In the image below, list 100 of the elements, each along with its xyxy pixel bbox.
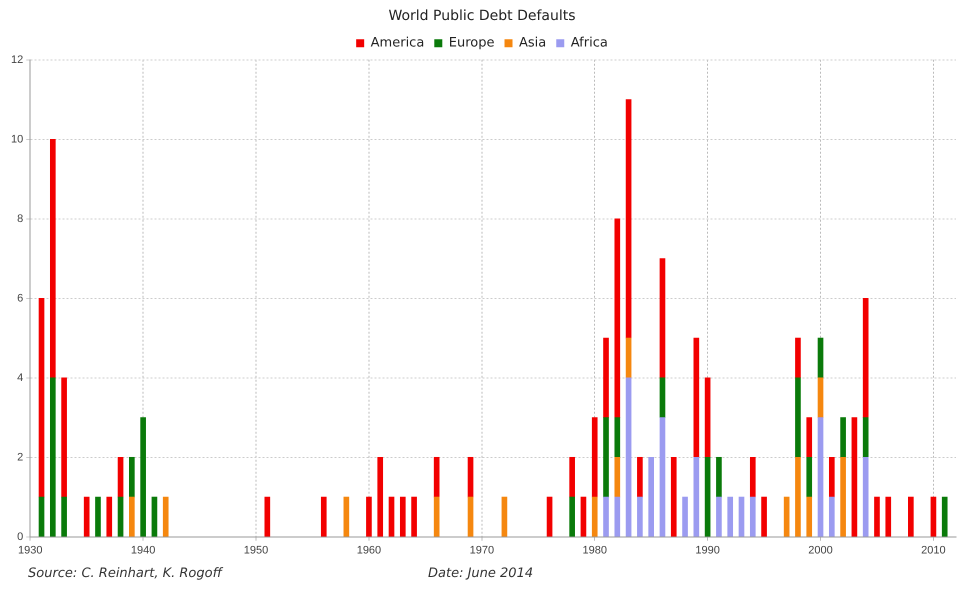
bar <box>50 377 56 537</box>
bar <box>129 496 135 537</box>
bar <box>637 496 643 537</box>
bar <box>637 456 643 498</box>
bar <box>840 456 846 537</box>
x-tick-label: 1950 <box>244 544 268 556</box>
bar <box>828 496 835 537</box>
bar <box>614 456 620 498</box>
x-tick-label: 2010 <box>921 544 946 556</box>
legend-label: Asia <box>519 36 546 51</box>
legend-label: Africa <box>570 36 608 51</box>
bar <box>162 496 169 537</box>
bar <box>592 417 598 498</box>
bar <box>388 496 394 537</box>
bar <box>806 456 812 498</box>
bar <box>818 338 824 378</box>
bar <box>806 417 812 458</box>
bar <box>569 456 575 498</box>
bar <box>852 417 858 537</box>
bar <box>795 338 801 378</box>
bar <box>38 298 44 498</box>
y-tick-label: 2 <box>17 451 24 464</box>
bar <box>716 496 722 537</box>
bar <box>614 496 620 537</box>
x-tick-label: 1930 <box>18 544 42 556</box>
bar <box>626 338 632 378</box>
bar <box>694 456 700 537</box>
bar <box>400 496 406 537</box>
bar <box>626 377 632 537</box>
bar <box>761 496 767 537</box>
bar <box>828 456 835 498</box>
bar <box>118 496 124 537</box>
bar <box>738 496 744 537</box>
x-tick-label: 2000 <box>808 544 833 556</box>
bar <box>603 338 609 418</box>
bar <box>704 377 710 458</box>
bar <box>750 496 756 537</box>
y-tick-label: 10 <box>10 133 24 146</box>
bar <box>468 496 474 537</box>
bar <box>840 417 846 458</box>
bar <box>614 417 620 458</box>
bar <box>806 496 812 537</box>
bar <box>344 496 350 537</box>
bar <box>129 456 135 498</box>
bar <box>603 417 609 498</box>
bar <box>366 496 372 537</box>
x-tick-label: 1960 <box>356 544 382 556</box>
bar <box>862 298 869 418</box>
bar <box>885 496 892 537</box>
bar <box>862 456 869 537</box>
bar <box>411 496 417 537</box>
bar <box>626 99 632 338</box>
bar <box>468 456 474 498</box>
bar <box>795 456 801 537</box>
bar <box>795 377 801 458</box>
bar <box>908 496 914 537</box>
bar <box>502 496 508 537</box>
source-note: Source: C. Reinhart, K. Rogoff <box>28 566 222 581</box>
bar <box>682 496 688 537</box>
bar <box>930 496 936 537</box>
bar <box>546 496 552 537</box>
bar <box>152 496 158 537</box>
bar <box>862 417 869 458</box>
bar <box>660 417 666 537</box>
bar <box>377 456 384 537</box>
legend-label: America <box>370 36 424 51</box>
x-tick-label: 1940 <box>130 544 156 556</box>
y-tick-label: 0 <box>17 530 24 543</box>
bar <box>106 496 112 537</box>
bar <box>84 496 90 537</box>
bar <box>592 496 598 537</box>
bar <box>784 496 790 537</box>
bar <box>61 496 67 537</box>
bar <box>660 377 666 418</box>
bar <box>38 496 44 537</box>
y-tick-label: 12 <box>10 54 24 66</box>
bar <box>694 338 700 458</box>
bar <box>704 456 710 537</box>
legend-label: Europe <box>448 36 495 51</box>
bar <box>580 496 586 537</box>
bar <box>140 417 146 537</box>
bar <box>942 496 948 537</box>
bar <box>434 456 440 498</box>
chart-title: World Public Debt Defaults <box>388 8 576 24</box>
bar <box>434 496 440 537</box>
bar <box>320 496 327 537</box>
y-tick-label: 6 <box>17 292 24 304</box>
bar <box>670 456 677 537</box>
bar <box>614 218 620 418</box>
bar <box>818 417 824 537</box>
y-tick-label: 4 <box>17 372 24 384</box>
bar <box>874 496 880 537</box>
bar <box>61 377 67 498</box>
x-tick-label: 1970 <box>470 544 494 556</box>
bar <box>603 496 609 537</box>
bar <box>716 456 722 498</box>
text: Date: June 2014 <box>428 566 534 581</box>
bar <box>264 496 270 537</box>
x-tick-label: 1990 <box>695 544 720 556</box>
bar <box>818 377 824 418</box>
